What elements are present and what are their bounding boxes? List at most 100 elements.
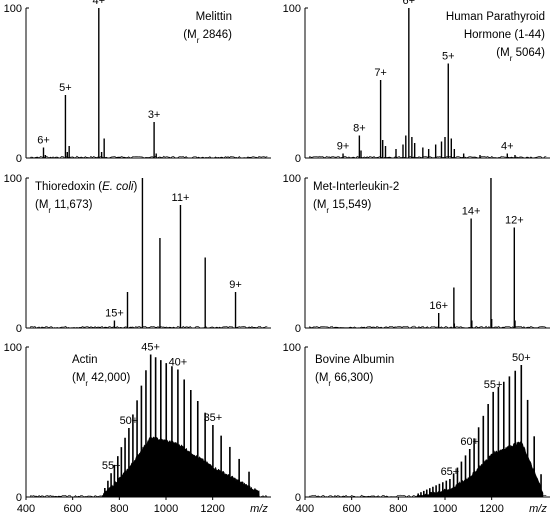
charge-label-4+: 4+ — [93, 0, 106, 7]
charge-label-45+: 45+ — [141, 342, 160, 354]
title-segment: 11,673) — [51, 199, 93, 211]
charge-label-55+: 55+ — [484, 379, 503, 391]
charge-label-16+: 16+ — [429, 300, 448, 312]
charge-label-15+: 15+ — [105, 308, 124, 320]
y-tick-label-100: 100 — [283, 342, 301, 354]
unresolved-hump — [416, 439, 544, 498]
charge-label-9+: 9+ — [229, 279, 242, 291]
title-segment: r — [85, 379, 88, 388]
title-segment: r — [326, 206, 329, 215]
title-segment: E. coli — [102, 181, 134, 193]
panel-title: Human Parathyroid Hormone (1-44) (Mr 5064) — [446, 11, 545, 63]
x-tick-label-1000: 1000 — [433, 503, 457, 513]
charge-label-11+: 11+ — [172, 192, 190, 204]
title-segment: (M — [315, 372, 328, 384]
y-tick-label-0: 0 — [295, 323, 301, 335]
charge-label-6+: 6+ — [37, 135, 50, 147]
panel-title-line-1: (Mr 15,549) — [313, 199, 371, 215]
panel-title-line-1: (Mr 66,300) — [315, 372, 373, 388]
charge-label-65+: 65+ — [441, 466, 460, 478]
panel-title-line-1: Hormone (1-44) — [464, 29, 545, 41]
title-segment: r — [197, 36, 200, 45]
x-tick-label-400: 400 — [17, 503, 35, 513]
title-segment: Met-Interleukin-2 — [313, 181, 399, 193]
title-segment: r — [48, 206, 51, 215]
title-segment: (M — [183, 29, 196, 41]
baseline-noise — [30, 325, 268, 329]
title-segment: Actin — [72, 354, 98, 366]
panel-title: Met-Interleukin-2 (Mr 15,549) — [313, 181, 399, 215]
title-segment: Hormone (1-44) — [464, 29, 545, 41]
title-segment: ) — [133, 181, 137, 193]
y-tick-label-0: 0 — [16, 323, 22, 335]
y-tick-label-100: 100 — [283, 3, 301, 15]
y-tick-label-0: 0 — [16, 492, 22, 504]
title-segment: (M — [496, 47, 509, 59]
title-segment: (M — [35, 199, 48, 211]
x-tick-label-600: 600 — [63, 503, 81, 513]
panel-melittin: 100 0 6+ 5+ 4+ 3+ Melittin (Mr 2846) — [4, 0, 271, 165]
charge-label-55+: 55+ — [102, 460, 121, 472]
title-segment: 15,549) — [329, 199, 371, 211]
charge-label-6+: 6+ — [403, 0, 416, 7]
charge-label-5+: 5+ — [59, 82, 72, 94]
x-tick-label-1000: 1000 — [154, 503, 178, 513]
baseline-noise — [309, 325, 547, 329]
title-segment: r — [510, 54, 513, 63]
y-tick-label-100: 100 — [283, 173, 301, 185]
title-segment: 66,300) — [331, 372, 373, 384]
title-segment: Thioredoxin ( — [35, 181, 102, 193]
title-segment: 42,000) — [88, 372, 130, 384]
panel-title-line-0: Melittin — [196, 11, 232, 23]
panel-title-line-0: Bovine Albumin — [315, 354, 394, 366]
panel-thioredoxin: 100 0 15+ 11+ 9+ Thioredoxin (E. coli) (Mr 11,… — [4, 173, 271, 335]
charge-label-35+: 35+ — [204, 412, 223, 424]
panel-title-line-0: Actin — [72, 354, 98, 366]
y-tick-label-0: 0 — [295, 153, 301, 165]
x-axis-unit: m/z — [250, 503, 268, 513]
charge-label-8+: 8+ — [353, 123, 366, 135]
panel-title: Melittin (Mr 2846) — [183, 11, 232, 45]
charge-label-3+: 3+ — [148, 109, 161, 121]
panel-met-interleukin-2: 100 0 16+ 14+ 12+ Met-Interleukin-2 (Mr 15,549… — [283, 173, 550, 335]
panel-title-line-2: (Mr 5064) — [496, 47, 545, 63]
panel-parathyroid-hormone: 100 0 9+8+ 7+ 6+ 5+ 4+ Human Parathyroid Hormone… — [283, 0, 550, 165]
panel-title-line-0: Human Parathyroid — [446, 11, 545, 23]
title-segment: 5064) — [512, 47, 545, 59]
title-segment: Human Parathyroid — [446, 11, 545, 23]
panel-title: Bovine Albumin (Mr 66,300) — [315, 354, 394, 388]
panel-title-line-0: Thioredoxin (E. coli) — [35, 181, 137, 193]
title-segment: (M — [313, 199, 326, 211]
charge-label-60+: 60+ — [460, 436, 479, 448]
charge-label-4+: 4+ — [501, 141, 514, 153]
charge-label-12+: 12+ — [505, 215, 524, 227]
title-segment: Melittin — [196, 11, 232, 23]
x-tick-label-1200: 1200 — [200, 503, 224, 513]
charge-label-50+: 50+ — [512, 352, 531, 364]
title-segment: r — [328, 379, 331, 388]
x-tick-label-800: 800 — [110, 503, 128, 513]
charge-label-7+: 7+ — [374, 67, 387, 79]
charge-label-14+: 14+ — [462, 206, 481, 218]
charge-label-50+: 50+ — [120, 415, 139, 427]
charge-label-40+: 40+ — [169, 357, 188, 369]
y-tick-label-100: 100 — [4, 173, 22, 185]
y-tick-label-100: 100 — [4, 342, 22, 354]
panel-title: Actin (Mr 42,000) — [72, 354, 130, 388]
x-axis-unit: m/z — [529, 503, 547, 513]
x-tick-label-800: 800 — [389, 503, 407, 513]
charge-label-9+: 9+ — [337, 141, 350, 153]
x-tick-label-600: 600 — [342, 503, 360, 513]
y-tick-label-100: 100 — [4, 3, 22, 15]
x-tick-label-1200: 1200 — [479, 503, 503, 513]
y-tick-label-0: 0 — [295, 492, 301, 504]
title-segment: (M — [72, 372, 85, 384]
y-tick-label-0: 0 — [16, 153, 22, 165]
panel-title-line-1: (Mr 42,000) — [72, 372, 130, 388]
panel-title-line-1: (Mr 2846) — [183, 29, 232, 45]
panel-title-line-0: Met-Interleukin-2 — [313, 181, 399, 193]
title-segment: Bovine Albumin — [315, 354, 394, 366]
